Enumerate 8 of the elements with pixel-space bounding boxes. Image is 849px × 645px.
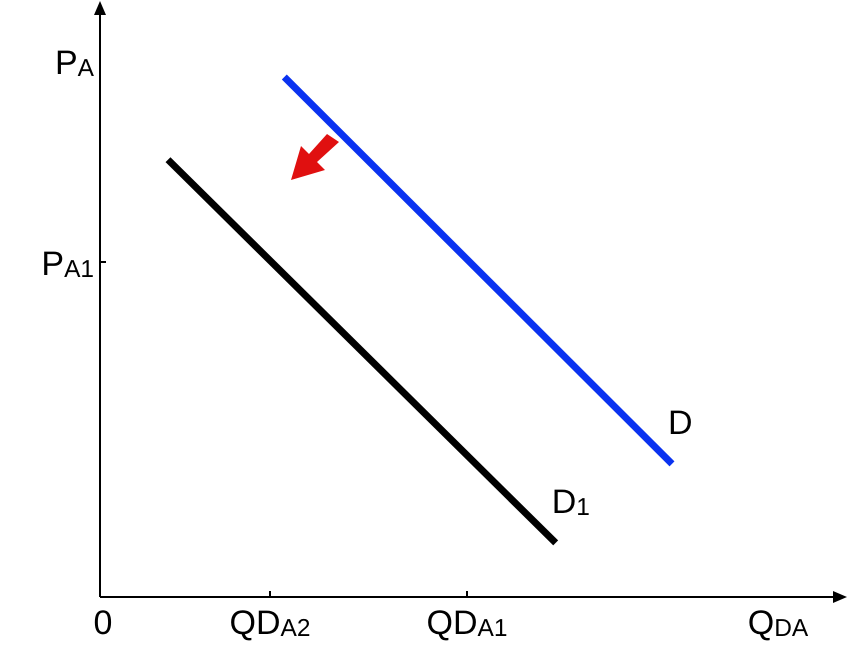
- text: QDA2: [230, 604, 310, 642]
- text: PA1: [41, 245, 94, 284]
- text: 0: [94, 604, 112, 642]
- y-axis-title: PA: [55, 44, 95, 82]
- x-axis-title: QDA: [748, 604, 809, 642]
- series-label: D1: [552, 482, 590, 521]
- series-label: D: [668, 404, 693, 442]
- text: QDA1: [426, 604, 508, 642]
